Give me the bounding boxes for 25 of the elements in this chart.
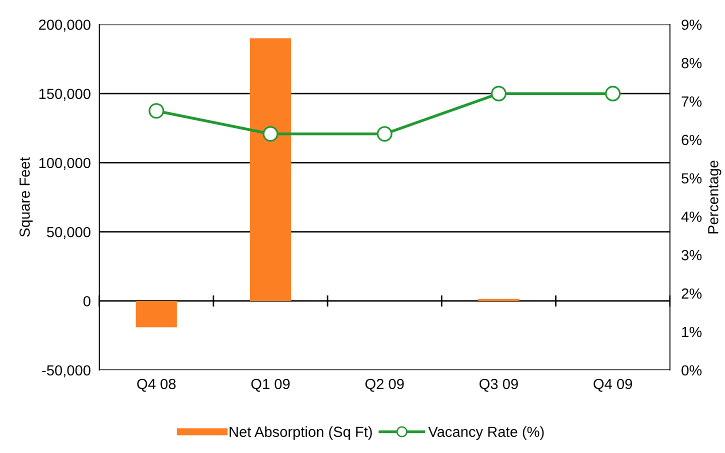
- y2-tick-label: 7%: [682, 96, 702, 107]
- y2-tick-label: 3%: [682, 250, 702, 260]
- y-tick-label: 0: [83, 296, 90, 306]
- x-tick-label: Q4 09: [594, 378, 632, 392]
- y2-tick-label: 1%: [682, 326, 702, 338]
- y-tick-label: 100,000: [39, 158, 90, 170]
- y2-tick-label: 8%: [682, 58, 702, 68]
- y2-tick-label: 6%: [682, 134, 702, 146]
- x-tick-label: Q4 08: [137, 378, 176, 392]
- legend-label: Net Absorption (Sq Ft): [230, 426, 372, 440]
- y-tick-label: 50,000: [46, 226, 90, 239]
- x-tick-label: Q3 09: [480, 378, 518, 392]
- x-tick-label: Q1 09: [251, 378, 290, 392]
- y-tick-label: -50,000: [42, 365, 90, 378]
- y-tick-label: 150,000: [39, 88, 90, 101]
- y-axis-title: Square Feet: [20, 157, 33, 237]
- y2-tick-label: 0%: [682, 365, 702, 376]
- y2-axis-title: Percentage: [708, 160, 722, 234]
- y2-tick-label: 5%: [682, 173, 702, 184]
- x-tick-label: Q2 09: [365, 378, 404, 392]
- legend-label: Vacancy Rate (%): [428, 426, 544, 440]
- y2-tick-label: 2%: [682, 288, 702, 299]
- y2-tick-label: 9%: [682, 20, 702, 30]
- y2-tick-label: 4%: [681, 212, 702, 222]
- y-tick-label: 200,000: [39, 20, 90, 32]
